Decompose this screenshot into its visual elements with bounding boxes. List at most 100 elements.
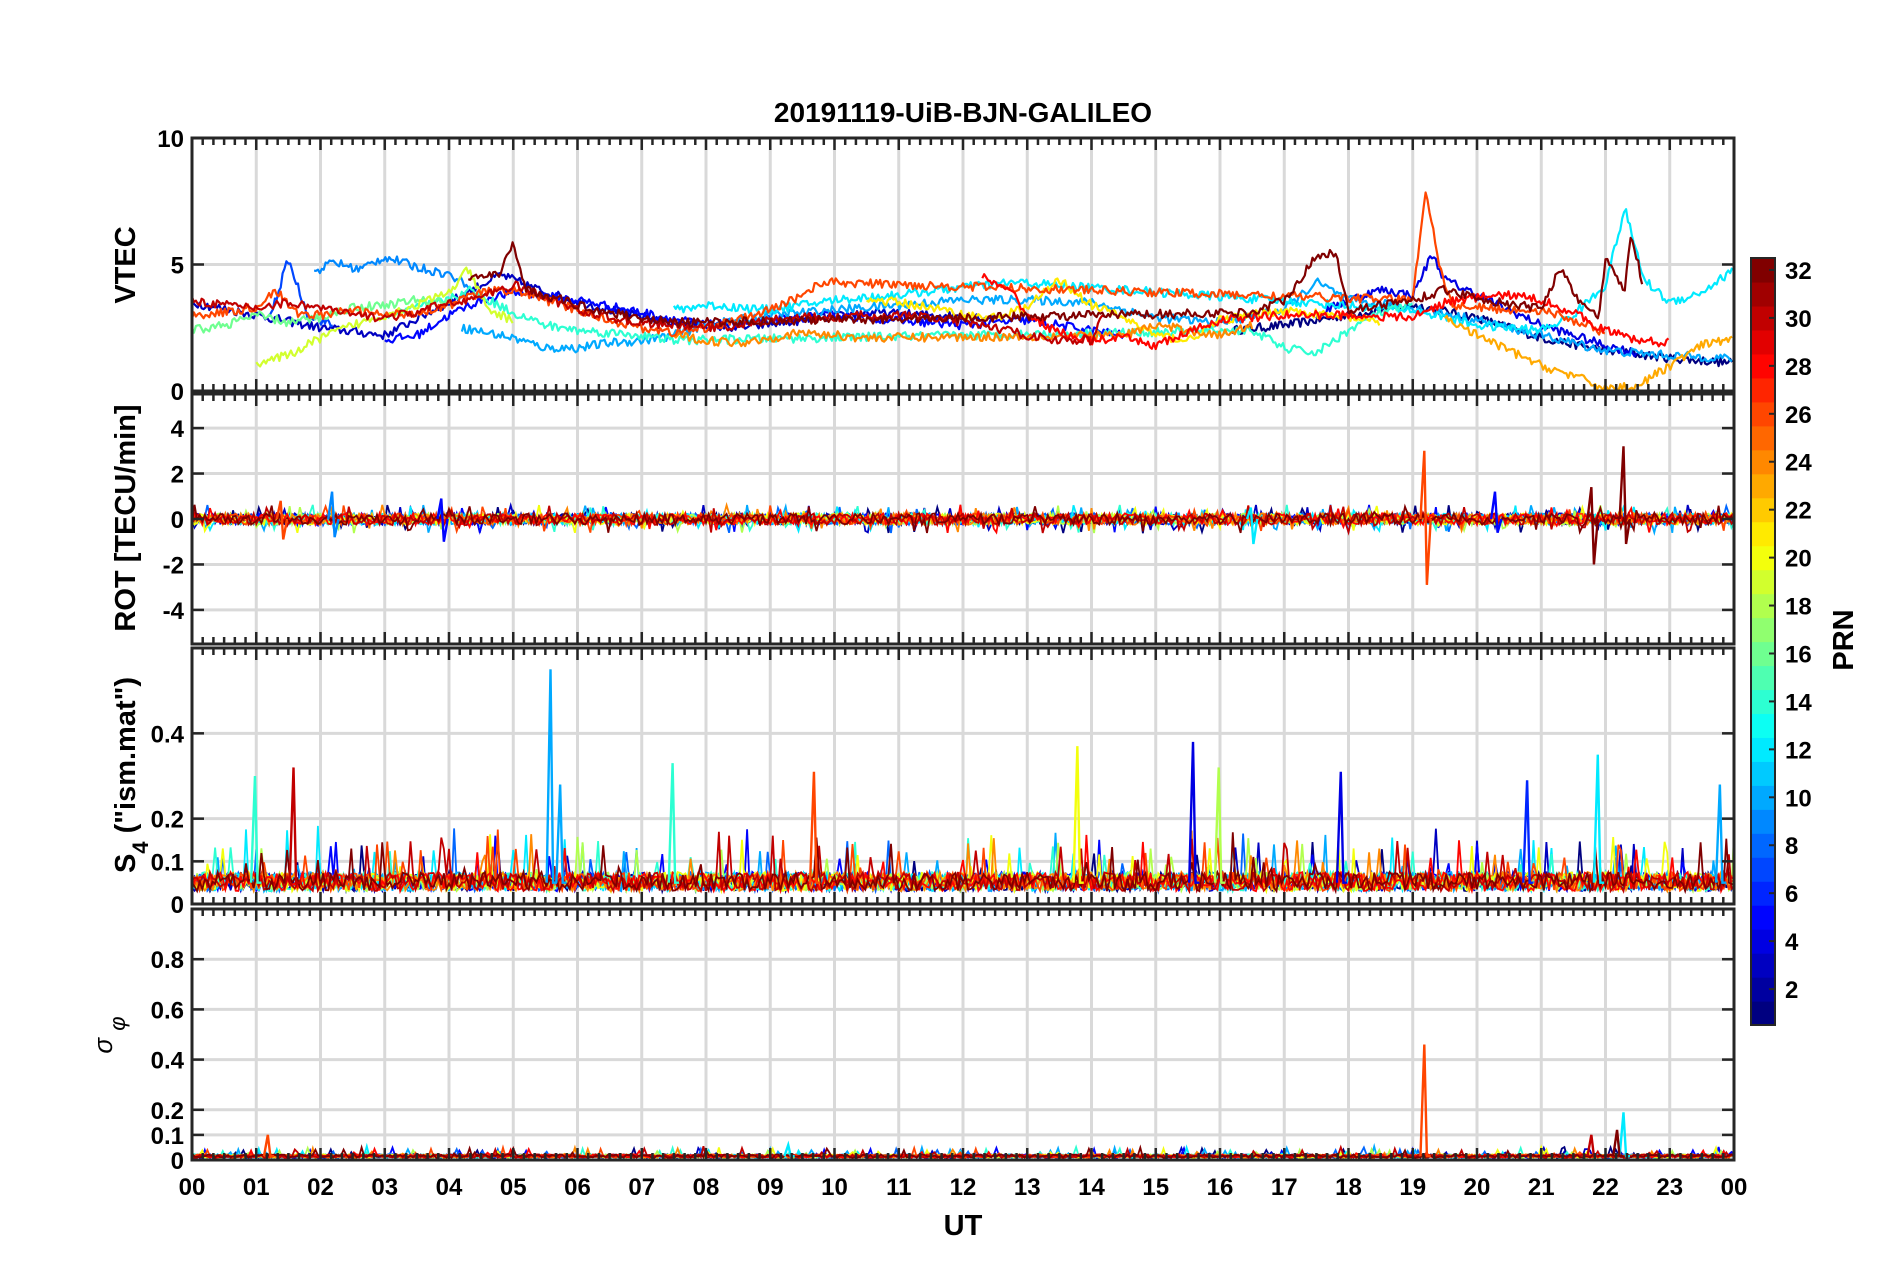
colorbar-tick-label: 14 <box>1785 689 1812 716</box>
prn-16-line <box>192 295 450 334</box>
prn-20-spike <box>1072 746 1084 884</box>
x-tick-label: 23 <box>1656 1174 1683 1201</box>
colorbar-tick-label: 12 <box>1785 737 1812 764</box>
prn-6-spike <box>1522 780 1534 884</box>
colorbar-tick-label: 22 <box>1785 498 1812 525</box>
colorbar-segment <box>1751 569 1775 595</box>
prn-24-line <box>673 321 1254 348</box>
colorbar-segment <box>1751 665 1775 691</box>
y-tick-label: -2 <box>163 552 184 579</box>
prn-32-spike <box>1612 1129 1624 1158</box>
x-tick-label: 06 <box>564 1174 591 1201</box>
colorbar-segment <box>1751 1001 1775 1026</box>
colorbar-segment <box>1751 425 1775 451</box>
prn-12-spike <box>1245 507 1259 545</box>
prn-12-spike <box>1592 754 1605 884</box>
rot-axis-label: ROT [TECU/min] <box>110 404 142 631</box>
y-tick-label: 0.1 <box>151 1123 184 1150</box>
chart-title: 20191119-UiB-BJN-GALILEO <box>774 97 1152 128</box>
colorbar-segment <box>1751 281 1775 307</box>
x-tick-label: 00 <box>1721 1174 1748 1201</box>
x-tick-label: 02 <box>307 1174 334 1201</box>
colorbar-tick-label: 32 <box>1785 258 1812 285</box>
y-tick-label: 10 <box>157 126 184 153</box>
y-tick-label: 0 <box>171 1148 184 1175</box>
prn-30-spike <box>288 767 300 884</box>
colorbar-tick-label: 30 <box>1785 306 1812 333</box>
data-series-group <box>192 446 1734 585</box>
prn-26-spike <box>808 771 821 884</box>
colorbar-segment <box>1751 713 1775 738</box>
colorbar-segment <box>1751 761 1775 786</box>
y-tick-label: 0 <box>171 379 184 406</box>
panel-s4: 0 0.1 0.2 0.4 <box>151 646 1736 919</box>
x-tick-label: 11 <box>886 1174 911 1201</box>
prn-26-spike <box>275 500 289 540</box>
x-tick-label: 08 <box>693 1174 720 1201</box>
prn-10-spike <box>1714 784 1727 884</box>
prn-9-spike <box>327 491 340 538</box>
colorbar-segment <box>1751 377 1775 403</box>
colorbar-segment <box>1751 329 1775 355</box>
colorbar-segment <box>1751 473 1775 499</box>
colorbar-tick-label: 10 <box>1785 785 1812 812</box>
x-tick-label: 19 <box>1399 1174 1426 1201</box>
prn-32-line <box>192 503 1734 535</box>
x-tick-label: 10 <box>821 1174 848 1201</box>
prn-4-spike <box>1335 771 1348 884</box>
colorbar-tick-label: 26 <box>1785 402 1812 429</box>
prn-5-spike <box>436 498 449 542</box>
colorbar-segment <box>1751 953 1775 978</box>
prn-26-line <box>192 829 1734 895</box>
prn-26-spike <box>262 1134 275 1158</box>
y-tick-label: 0.6 <box>151 997 184 1024</box>
colorbar-label: PRN <box>1828 609 1860 670</box>
prn-14-spike <box>667 763 680 884</box>
x-tick-label: 14 <box>1078 1174 1105 1201</box>
colorbar-tick-label: 18 <box>1785 594 1812 621</box>
vtec-axis-label: VTEC <box>110 226 142 303</box>
prn-28-line <box>981 273 1670 351</box>
prn-23-line <box>1444 314 1733 391</box>
y-tick-label: 2 <box>171 462 184 489</box>
panel-sigma-phi: 00.10.2 0.4 0.6 0.8 <box>151 907 1736 1175</box>
x-tick-label: 22 <box>1592 1174 1619 1201</box>
y-tick-label: 0.1 <box>151 849 184 876</box>
sigma-phi-axis-label: σ φ <box>88 1016 130 1053</box>
y-tick-label: 0 <box>171 507 184 534</box>
prn-14-spike <box>249 775 262 884</box>
y-tick-label: 0.2 <box>151 807 184 834</box>
x-tick-label: 12 <box>950 1174 977 1201</box>
colorbar-segment <box>1751 521 1775 547</box>
prn-26-line <box>192 191 1606 338</box>
x-tick-label: 05 <box>500 1174 527 1201</box>
x-tick-label: 21 <box>1528 1174 1555 1201</box>
x-tick-label: 03 <box>371 1174 398 1201</box>
data-series-group <box>192 191 1734 391</box>
y-tick-label: 4 <box>171 416 185 443</box>
prn-18-spike <box>1213 767 1226 884</box>
colorbar-tick-label: 20 <box>1785 546 1812 573</box>
prn-9-line <box>313 255 470 289</box>
prn-10-spike <box>555 784 567 884</box>
x-tick-label: 00 <box>179 1174 206 1201</box>
colorbar-tick-label: 4 <box>1785 929 1799 956</box>
colorbar-tick-label: 24 <box>1785 450 1812 477</box>
y-tick-label: 5 <box>171 253 184 280</box>
colorbar-frame <box>1750 257 1776 1026</box>
colorbar-segment <box>1751 617 1775 643</box>
prn-26-spike <box>1419 450 1432 585</box>
x-axis-label: UT <box>944 1210 983 1242</box>
colorbar-tick-label: 2 <box>1785 977 1798 1004</box>
prn-4-spike <box>1187 741 1200 884</box>
x-tick-labels: 00 01 02 03 04 05 06 07 08 09 10 11 12 13 14 15 16 17 18 19… <box>179 1174 1748 1201</box>
y-tick-label: 0.2 <box>151 1098 184 1125</box>
prn-32-spike <box>1618 446 1632 545</box>
x-tick-label: 07 <box>628 1174 655 1201</box>
prn-32-line <box>467 236 1644 328</box>
panel-vtec: 0 5 10 <box>157 126 1736 406</box>
colorbar-tick-label: 16 <box>1785 641 1812 668</box>
y-tick-label: -4 <box>163 598 185 625</box>
colorbar-segment <box>1751 809 1775 834</box>
s4-axis-label: S4 ("ism.mat") <box>110 677 153 873</box>
